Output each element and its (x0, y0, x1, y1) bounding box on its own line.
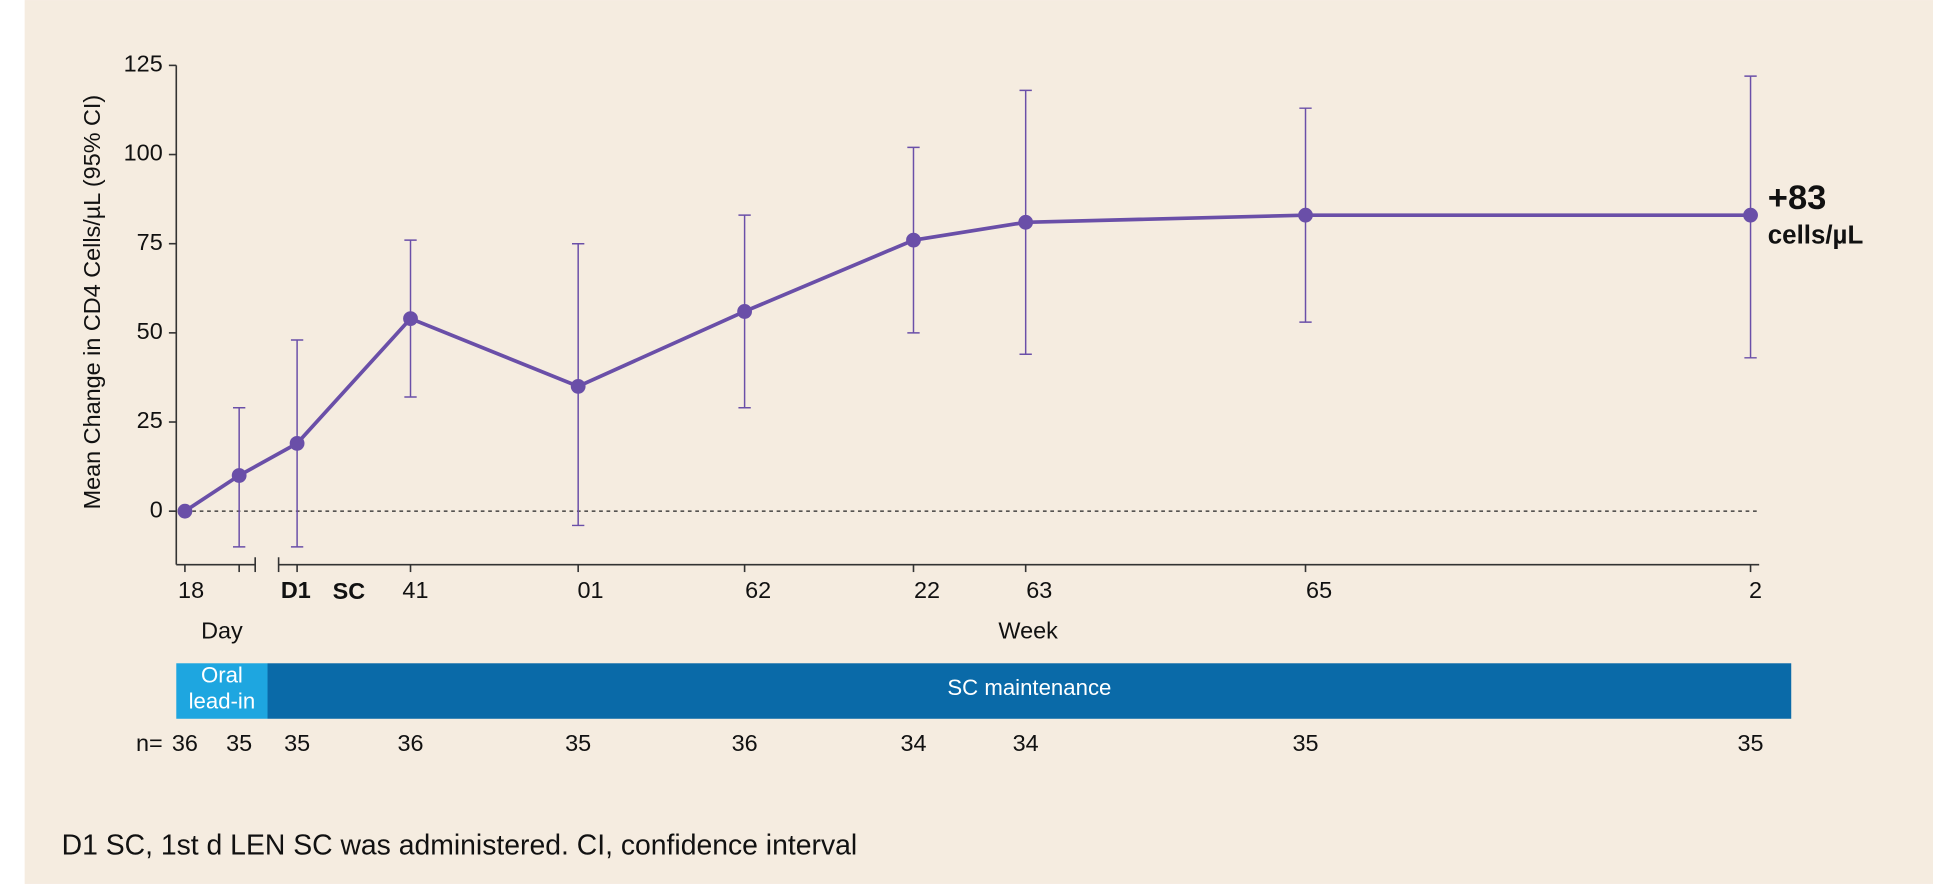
n-value: 34 (1013, 730, 1039, 756)
point (177, 503, 193, 519)
y-tick-label: 125 (124, 51, 163, 77)
y-axis-label: Mean Change in CD4 Cells/µL (95% CI) (79, 95, 105, 510)
x-tick-label: 18 (178, 577, 204, 603)
point (1298, 207, 1313, 223)
point (403, 311, 418, 326)
x-axis-label: Week (998, 618, 1058, 644)
n-value: 36 (397, 730, 423, 756)
y-tick-label: 100 (124, 140, 163, 166)
x-tick-label: 65 (1306, 577, 1332, 603)
n-value: 36 (172, 730, 198, 756)
n-value: 35 (284, 730, 310, 756)
n-value: 35 (1292, 730, 1318, 756)
point (737, 304, 752, 319)
line (183, 213, 1751, 513)
point (1743, 207, 1758, 223)
phase-bar (267, 663, 1792, 719)
annotation: +83 (1768, 179, 1827, 217)
footnote: D1 SC, 1st d LEN SC was administered. CI… (62, 829, 858, 861)
y-tick-label: 0 (150, 496, 163, 522)
point (570, 378, 586, 394)
y-tick-label: 75 (137, 229, 163, 255)
x-axis-label: Day (201, 618, 243, 644)
n-value: 34 (900, 730, 926, 756)
point (231, 468, 247, 483)
n-value: 35 (1738, 730, 1764, 756)
category-note: SC (333, 578, 366, 604)
x-tick-label: 41 (402, 577, 428, 603)
point (906, 232, 921, 248)
point (1018, 214, 1034, 230)
point (289, 436, 305, 451)
x-tick-label: 22 (914, 577, 940, 603)
x-tick-label: 2 (1749, 577, 1762, 603)
x-tick-label: 63 (1026, 577, 1052, 603)
n-value: 35 (565, 730, 591, 756)
x-tick-label: 01 (577, 577, 603, 603)
background (24, 0, 1933, 884)
phase-label: Oral (201, 663, 243, 688)
phase-label: SC maintenance (947, 675, 1111, 700)
phase-bar (176, 663, 268, 719)
annotation: cells/µL (1768, 222, 1864, 250)
n-value: 36 (732, 730, 758, 756)
n-value: 35 (226, 730, 252, 756)
x-tick-label: D1 (281, 577, 311, 603)
y-tick-label: 25 (137, 407, 163, 433)
x-tick-label: 62 (745, 577, 771, 603)
n-label: n= (136, 730, 163, 756)
y-tick-label: 50 (137, 318, 163, 344)
phase-label: lead-in (189, 689, 256, 714)
